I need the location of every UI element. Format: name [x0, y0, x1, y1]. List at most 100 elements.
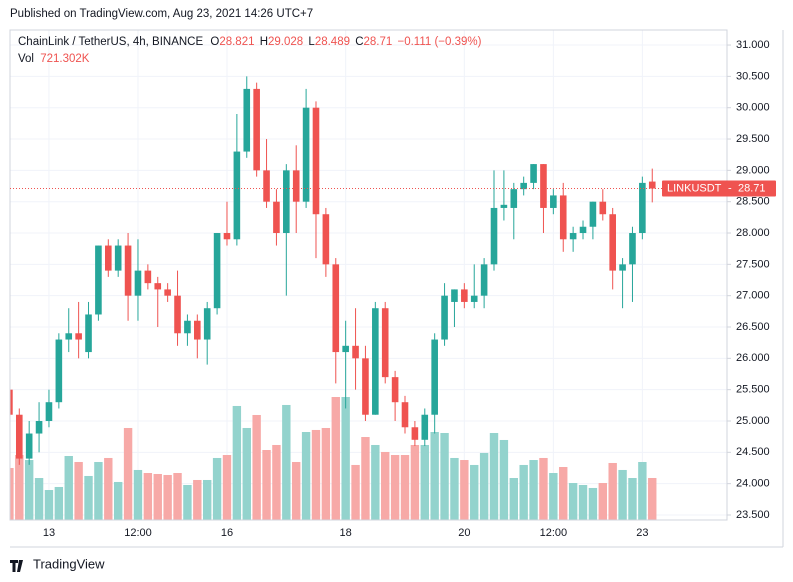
x-tick-label: 13	[43, 527, 55, 539]
volume-bar	[94, 461, 103, 520]
volume-bar	[381, 451, 390, 520]
candle-body	[401, 402, 409, 428]
candle-body	[292, 170, 300, 202]
volume-bar	[618, 469, 627, 520]
candle-body	[283, 170, 290, 234]
volume-bar	[301, 432, 311, 520]
y-tick-label: 27.500	[736, 258, 770, 270]
candle-body	[470, 295, 478, 302]
volume-bar	[400, 455, 410, 520]
candle-body	[599, 201, 607, 215]
candle-body	[619, 264, 626, 271]
candle-body	[55, 339, 63, 403]
ohlc-value: 28.489	[315, 36, 350, 48]
volume-bar	[470, 464, 479, 520]
volume-bar	[183, 484, 192, 520]
candle-body	[609, 214, 616, 271]
candle-body	[372, 308, 379, 415]
ohlc-value: 28.71	[364, 36, 393, 48]
candle-body	[540, 164, 547, 208]
volume-bar	[568, 483, 578, 520]
candle-body	[490, 207, 498, 265]
volume-bar	[173, 473, 182, 520]
y-tick-label: 31.000	[736, 39, 770, 51]
y-tick-label: 26.000	[736, 352, 770, 364]
candle-body	[550, 195, 557, 208]
x-tick-label: 20	[458, 527, 470, 539]
candle-body	[500, 204, 508, 208]
volume-bar	[578, 484, 588, 520]
candle-body	[213, 233, 221, 309]
candle-body	[302, 107, 310, 202]
volume-bar	[450, 457, 459, 520]
volume-bar	[628, 478, 637, 520]
candle-body	[332, 264, 340, 353]
volume-bar	[559, 467, 568, 520]
volume-bar	[648, 477, 657, 520]
price-tag-value: 28.71	[738, 182, 766, 194]
candle-layer	[10, 76, 656, 465]
y-tick-label: 30.000	[736, 102, 770, 114]
volume-bar	[410, 444, 420, 520]
candle-body	[648, 181, 656, 189]
candle-body	[184, 320, 191, 334]
volume-bar	[638, 461, 647, 520]
y-tick-label: 24.000	[736, 478, 770, 490]
candle-body	[15, 414, 23, 459]
candle-body	[75, 333, 82, 340]
volume-bar	[499, 439, 509, 520]
candle-body	[65, 333, 73, 340]
candle-body	[559, 195, 567, 240]
volume-bar	[311, 429, 321, 520]
ohlc-value: 28.821	[219, 36, 254, 48]
volume-bar	[420, 444, 429, 520]
candle-body	[569, 233, 577, 240]
volume-bar	[292, 461, 301, 520]
volume-bar	[440, 432, 449, 520]
symbol-title: ChainLink / TetherUS, 4h, BINANCE	[18, 36, 203, 48]
volume-bar	[549, 473, 558, 520]
volume-bar	[242, 427, 251, 520]
volume-bar	[24, 460, 34, 520]
candle-body	[579, 226, 587, 234]
ohlc-letter: L	[308, 36, 315, 48]
volume-bar	[113, 481, 123, 520]
candle-body	[381, 308, 389, 378]
candle-body	[154, 283, 162, 290]
candle-body	[194, 320, 201, 340]
candle-body	[45, 402, 53, 421]
volume-bar	[133, 469, 143, 520]
volume-bar	[351, 464, 360, 520]
brand: TradingView	[10, 556, 105, 572]
volume-bar	[272, 444, 281, 520]
y-tick-label: 29.000	[736, 164, 770, 176]
candle-body	[639, 182, 646, 234]
volume-bar	[34, 478, 44, 520]
plot-frame	[9, 29, 728, 521]
price-tag-symbol: LINKUSDT	[667, 182, 722, 194]
candle-body	[10, 389, 13, 415]
volume-bar	[212, 457, 222, 520]
candle-body	[124, 245, 132, 296]
volume-layer	[10, 397, 657, 520]
candle-body	[243, 88, 251, 152]
volume-bar	[479, 452, 489, 520]
price-tag	[662, 180, 776, 197]
y-tick-label: 23.500	[736, 509, 770, 521]
candle-body	[451, 289, 458, 302]
candle-body	[441, 295, 448, 340]
volume-bar	[361, 437, 370, 520]
volume-bar	[331, 397, 340, 520]
candle-body	[352, 345, 359, 359]
x-tick-label: 12:00	[540, 527, 568, 539]
candle-body	[174, 295, 181, 334]
candle-body	[105, 245, 112, 271]
volume-bar	[143, 473, 153, 520]
volume-bar	[489, 432, 499, 520]
candle-body	[629, 233, 636, 265]
candle-body	[362, 358, 369, 415]
y-tick-label: 25.000	[736, 415, 770, 427]
candle-body	[421, 414, 429, 440]
candle-body	[530, 164, 537, 183]
